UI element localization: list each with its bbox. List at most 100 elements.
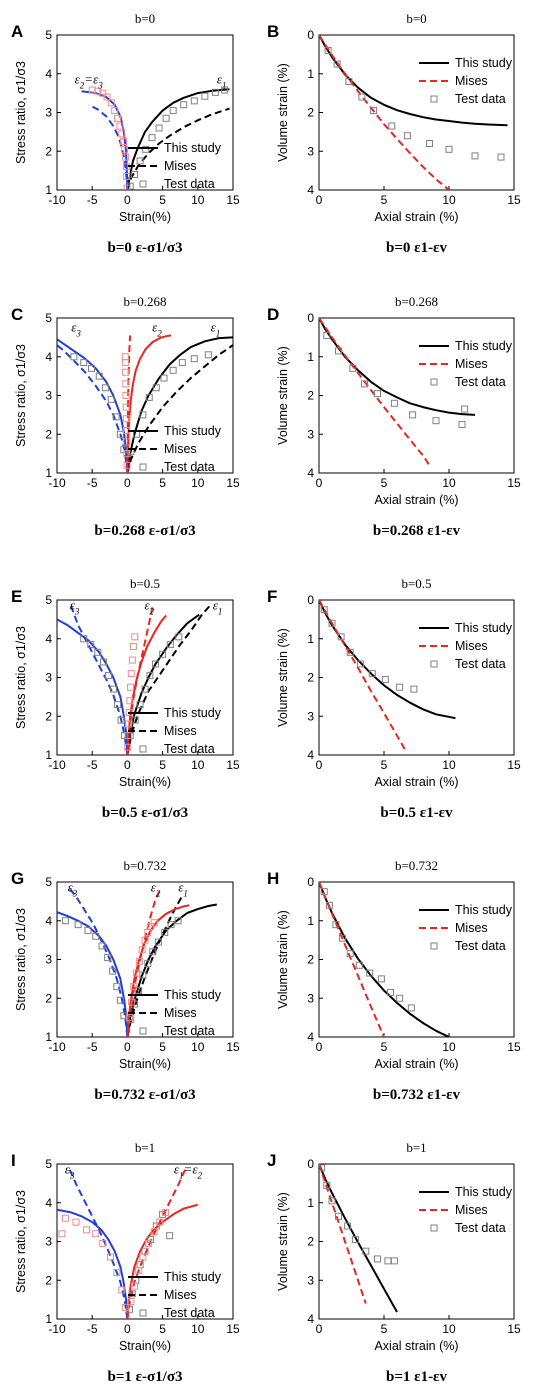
y-tick-label: 0 bbox=[307, 311, 314, 325]
x-axis-label: Axial strain (%) bbox=[374, 775, 458, 789]
chart-title: b=1 bbox=[406, 1140, 426, 1155]
x-axis-label: Axial strain (%) bbox=[374, 1057, 458, 1071]
x-tick-label: 5 bbox=[159, 1322, 166, 1336]
panel-letter: I bbox=[11, 1151, 16, 1170]
data-point bbox=[320, 606, 328, 614]
legend: This study Mises Test data bbox=[128, 424, 222, 474]
data-point bbox=[130, 1282, 138, 1290]
data-point bbox=[142, 145, 150, 153]
strain-annotation: ε1 bbox=[213, 598, 223, 617]
x-tick-label: 0 bbox=[124, 1322, 131, 1336]
legend: This study Mises Test data bbox=[128, 988, 222, 1038]
y-tick-label: 3 bbox=[45, 671, 52, 685]
y-tick-label: 4 bbox=[45, 914, 52, 928]
data-point bbox=[362, 1247, 370, 1255]
chart-title: b=1 bbox=[135, 1140, 155, 1155]
data-point bbox=[396, 683, 404, 691]
data-point bbox=[122, 368, 130, 376]
chart-panel-a: -10 -5 0 5 10 15 1 2 3 4 5 Ab=0 Strain(%) Stress rati… bbox=[11, 11, 240, 256]
data-point bbox=[114, 114, 122, 122]
data-point bbox=[107, 395, 115, 403]
data-point bbox=[141, 685, 149, 693]
series-line bbox=[319, 1164, 398, 1313]
panel-letter: J bbox=[267, 1151, 276, 1170]
y-tick-label: 2 bbox=[45, 144, 52, 158]
y-tick-label: 2 bbox=[45, 709, 52, 723]
data-point bbox=[346, 648, 354, 656]
chart-title: b=0.268 bbox=[123, 294, 166, 309]
data-point bbox=[150, 1228, 158, 1236]
data-point bbox=[128, 1290, 136, 1298]
x-axis-label: Strain(%) bbox=[119, 775, 171, 789]
series-line bbox=[319, 882, 450, 1037]
data-point bbox=[370, 107, 378, 115]
x-tick-label: 5 bbox=[159, 758, 166, 772]
data-point bbox=[155, 124, 163, 132]
legend-label: This study bbox=[455, 903, 513, 917]
legend-label: This study bbox=[455, 339, 513, 353]
y-tick-label: 3 bbox=[45, 1235, 52, 1249]
plot-area bbox=[57, 605, 211, 755]
strain-annotation: ε2=ε3 bbox=[75, 71, 104, 90]
legend-label: This study bbox=[164, 141, 222, 155]
plot-area bbox=[57, 1169, 199, 1319]
data-point bbox=[349, 364, 357, 372]
y-tick-label: 1 bbox=[45, 466, 52, 480]
x-tick-label: 10 bbox=[442, 758, 456, 772]
data-point bbox=[122, 392, 130, 399]
data-point bbox=[88, 86, 96, 94]
legend-swatch-test-data bbox=[430, 378, 438, 386]
y-tick-label: 1 bbox=[45, 183, 52, 197]
strain-annotation: ε3 bbox=[70, 598, 80, 617]
series-line bbox=[70, 605, 129, 755]
data-point bbox=[174, 917, 182, 925]
series-line bbox=[126, 344, 233, 473]
legend: This study Mises Test data bbox=[128, 1270, 222, 1320]
data-point bbox=[84, 926, 92, 934]
x-tick-label: 10 bbox=[191, 758, 205, 772]
data-point bbox=[128, 656, 136, 664]
legend-label: Mises bbox=[164, 442, 197, 456]
data-point bbox=[109, 685, 117, 693]
data-point bbox=[139, 411, 147, 419]
x-tick-label: 0 bbox=[316, 193, 323, 207]
panel-letter: F bbox=[267, 587, 277, 606]
chart-panel-j: 0 5 10 15 0 1 2 3 4 Jb=1 Axial strain (%) Volume st… bbox=[267, 1140, 521, 1385]
panel-caption: b=0.732 ε1-εv bbox=[373, 1087, 461, 1103]
data-point bbox=[113, 1269, 121, 1276]
x-axis-label: Axial strain (%) bbox=[374, 210, 458, 224]
plot-area bbox=[81, 86, 230, 190]
data-point bbox=[410, 685, 418, 693]
chart-panel-d: 0 5 10 15 0 1 2 3 4 Db=0.268 Axial strain (%) Volum… bbox=[267, 294, 521, 539]
y-tick-label: 4 bbox=[45, 1196, 52, 1210]
x-tick-label: 0 bbox=[124, 1040, 131, 1054]
data-point bbox=[135, 1267, 143, 1275]
plot-area bbox=[57, 887, 217, 1037]
y-tick-label: 3 bbox=[45, 106, 52, 120]
y-tick-label: 2 bbox=[307, 389, 314, 403]
data-point bbox=[377, 975, 385, 983]
x-tick-label: 15 bbox=[507, 476, 521, 490]
data-point bbox=[160, 374, 168, 382]
legend: This study Mises Test data bbox=[419, 621, 513, 671]
data-point bbox=[98, 942, 106, 950]
data-point bbox=[201, 92, 209, 100]
data-point bbox=[221, 86, 229, 94]
data-point bbox=[58, 1230, 66, 1238]
x-tick-label: 0 bbox=[124, 193, 131, 207]
x-tick-label: -5 bbox=[87, 1040, 98, 1054]
x-tick-label: 15 bbox=[226, 476, 240, 490]
data-point bbox=[121, 353, 129, 361]
y-axis-label: Stress ratio, σ1/σ3 bbox=[14, 344, 28, 447]
y-tick-label: 2 bbox=[307, 953, 314, 967]
legend-swatch-test-data bbox=[139, 745, 147, 753]
panel-caption: b=0.5 ε1-εv bbox=[380, 805, 453, 821]
y-tick-label: 2 bbox=[307, 1235, 314, 1249]
data-point bbox=[154, 938, 162, 946]
data-point bbox=[121, 1303, 129, 1311]
y-tick-label: 5 bbox=[45, 28, 52, 42]
data-point bbox=[150, 919, 158, 927]
data-point bbox=[497, 153, 505, 161]
series-line bbox=[319, 882, 385, 1037]
series-line bbox=[319, 600, 406, 750]
